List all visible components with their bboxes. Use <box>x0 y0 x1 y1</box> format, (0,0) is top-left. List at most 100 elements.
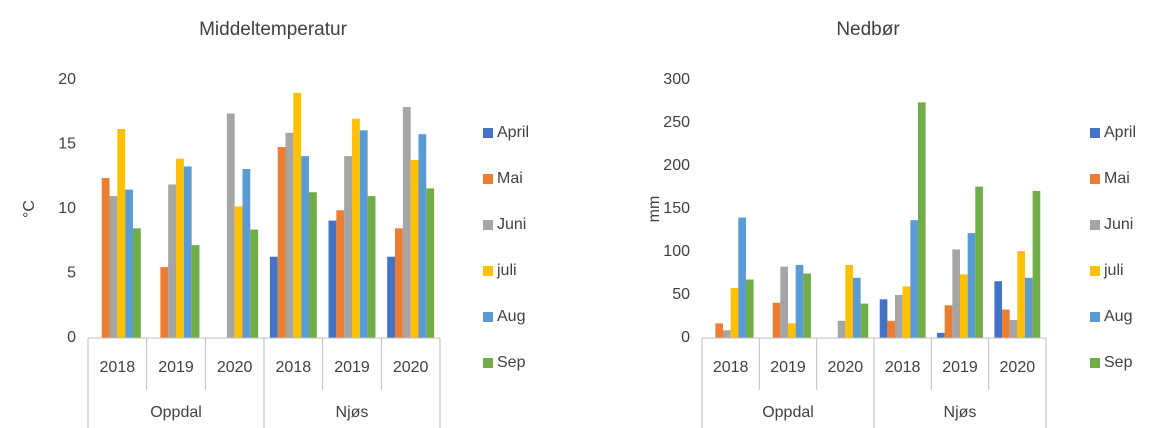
bar <box>426 188 435 338</box>
bar <box>723 330 731 338</box>
bar <box>301 156 309 338</box>
bar <box>367 196 376 338</box>
legend-swatch <box>1090 220 1100 230</box>
y-tick-label: 200 <box>663 157 690 174</box>
y-tick-label: 0 <box>681 329 690 346</box>
bar <box>226 113 235 338</box>
bar <box>780 266 788 338</box>
y-axis-label: °C <box>21 200 38 218</box>
x-tick-label: 2020 <box>1000 359 1036 376</box>
legend-swatch <box>1090 312 1100 322</box>
x-tick-label: 2019 <box>942 359 978 376</box>
legend-swatch <box>483 358 493 368</box>
y-tick-label: 150 <box>663 200 690 217</box>
x-tick-label: 2018 <box>100 359 136 376</box>
legend-label: Mai <box>1104 170 1130 187</box>
legend-swatch <box>483 312 493 322</box>
bar <box>160 267 169 338</box>
bar <box>277 147 286 338</box>
legend-swatch <box>483 220 493 230</box>
legend-label: Aug <box>1104 308 1132 325</box>
bar <box>1024 277 1033 338</box>
legend-label: Sep <box>497 354 526 371</box>
bar <box>852 277 861 338</box>
legend-label: juli <box>496 262 517 279</box>
chart-title: Middeltemperatur <box>199 19 348 40</box>
group-label: Oppdal <box>150 404 202 421</box>
bar <box>242 169 251 338</box>
bar <box>902 286 911 338</box>
bar <box>125 189 133 338</box>
legend-label: Juni <box>497 216 526 233</box>
bar <box>234 206 243 338</box>
y-axis-label: mm <box>646 196 663 223</box>
x-tick-label: 2020 <box>217 359 253 376</box>
bar <box>183 166 192 338</box>
bar <box>410 159 419 338</box>
bar <box>1032 190 1041 338</box>
bar <box>937 332 945 338</box>
bar <box>269 256 278 338</box>
bar <box>191 245 200 338</box>
x-tick-label: 2020 <box>828 359 864 376</box>
bar <box>879 299 888 338</box>
legend-label: Aug <box>497 308 525 325</box>
bar <box>336 210 345 338</box>
x-tick-label: 2018 <box>276 359 312 376</box>
bar <box>395 228 403 338</box>
x-tick-label: 2020 <box>393 359 429 376</box>
y-tick-label: 20 <box>58 71 76 88</box>
bar <box>418 134 427 338</box>
legend-swatch <box>1090 358 1100 368</box>
group-label: Njøs <box>944 404 977 421</box>
y-tick-label: 0 <box>67 329 76 346</box>
legend-swatch <box>483 174 493 184</box>
bar <box>967 233 976 338</box>
bar <box>1002 309 1010 338</box>
legend-label: April <box>1104 124 1136 141</box>
bar <box>344 156 352 338</box>
bar <box>837 320 846 338</box>
bar <box>944 305 953 338</box>
x-tick-label: 2019 <box>770 359 806 376</box>
bar <box>730 288 739 338</box>
bar <box>308 192 317 338</box>
bar <box>887 320 896 338</box>
bar <box>975 186 983 338</box>
bar <box>745 279 754 338</box>
y-tick-label: 300 <box>663 71 690 88</box>
bar <box>402 107 411 338</box>
legend-swatch <box>483 128 493 138</box>
legend-swatch <box>483 266 493 276</box>
bar <box>788 323 796 338</box>
bar <box>895 295 903 338</box>
legend-swatch <box>1090 266 1100 276</box>
y-tick-label: 5 <box>67 265 76 282</box>
legend-swatch <box>1090 174 1100 184</box>
chart-title: Nedbør <box>836 19 900 40</box>
bar <box>359 130 368 338</box>
bar <box>738 217 746 338</box>
bar <box>117 129 126 338</box>
x-tick-label: 2018 <box>885 359 921 376</box>
bar <box>910 220 918 338</box>
legend-label: juli <box>1103 262 1124 279</box>
bar <box>168 184 176 338</box>
bar <box>101 178 110 338</box>
bar <box>860 303 869 338</box>
bar <box>387 256 396 338</box>
bar <box>715 323 724 338</box>
bar <box>803 273 811 338</box>
y-tick-label: 250 <box>663 114 690 131</box>
x-tick-label: 2019 <box>158 359 194 376</box>
bar <box>994 281 1003 338</box>
bar <box>132 228 141 338</box>
bar <box>176 158 184 338</box>
x-tick-label: 2018 <box>713 359 749 376</box>
bar <box>285 132 294 338</box>
bar <box>328 220 337 338</box>
bar <box>1017 251 1025 338</box>
y-tick-label: 100 <box>663 243 690 260</box>
y-tick-label: 15 <box>58 136 76 153</box>
